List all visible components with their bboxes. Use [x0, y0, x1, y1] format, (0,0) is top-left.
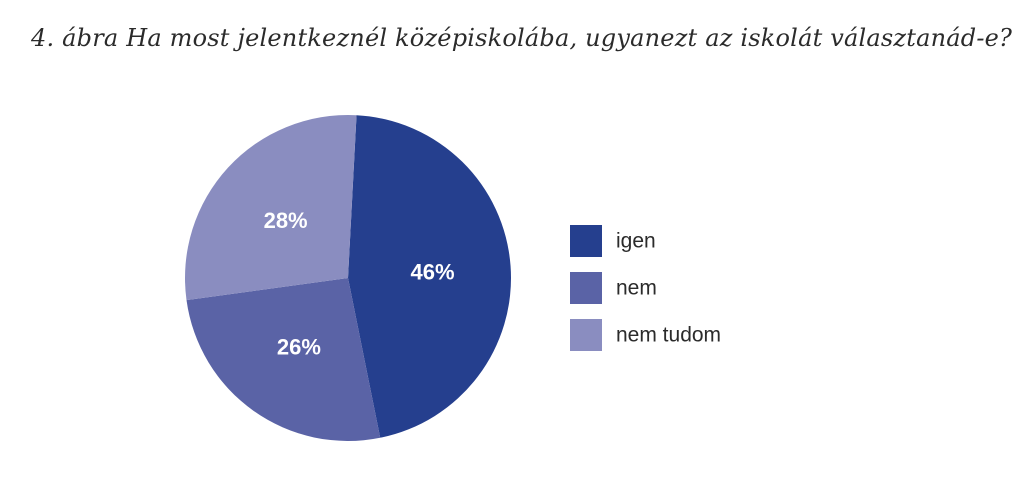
pie-slice-nem — [186, 278, 381, 441]
chart-title: 4. ábra Ha most jelentkeznél középiskolá… — [31, 24, 1013, 52]
legend-swatch — [570, 225, 602, 257]
legend-label: nem tudom — [616, 324, 721, 347]
pie-slice-nem-tudom — [185, 115, 357, 301]
pie-slice-label: 28% — [264, 208, 308, 233]
legend: igen nem nem tudom — [570, 225, 721, 351]
legend-label: igen — [616, 230, 656, 253]
pie-slice-labels: 46% 26% 28% — [264, 208, 455, 359]
legend-swatch — [570, 319, 602, 351]
legend-swatch — [570, 272, 602, 304]
pie-slices — [185, 115, 511, 441]
pie-slice-label: 46% — [411, 259, 455, 284]
pie-slice-igen — [348, 115, 511, 438]
legend-label: nem — [616, 277, 657, 300]
pie-slice-label: 26% — [277, 335, 321, 360]
